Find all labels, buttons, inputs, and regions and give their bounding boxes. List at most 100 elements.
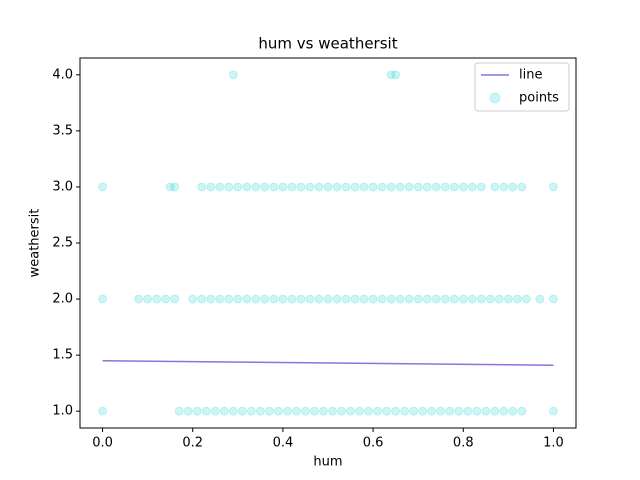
plot-frame	[79, 57, 577, 429]
chart-title: hum vs weathersit	[258, 35, 397, 53]
scatter-point	[422, 294, 432, 304]
scatter-point	[224, 182, 234, 192]
y-tick-label: 1.5	[52, 348, 73, 363]
scatter-point	[467, 294, 477, 304]
scatter-point	[170, 294, 180, 304]
x-axis-label: hum	[313, 455, 342, 470]
scatter-point	[309, 406, 319, 416]
scatter-point	[228, 70, 238, 80]
scatter-point	[215, 182, 225, 192]
y-tick-label: 2.0	[52, 292, 73, 307]
scatter-point	[445, 406, 455, 416]
scatter-point	[165, 182, 175, 192]
scatter-point	[337, 406, 347, 416]
scatter-point	[210, 406, 220, 416]
y-axis-label: weathersit	[28, 209, 43, 278]
scatter-point	[278, 182, 288, 192]
y-tick-label: 3.0	[52, 179, 73, 194]
scatter-point	[548, 406, 558, 416]
scatter-point	[314, 294, 324, 304]
x-tick-label: 0.2	[182, 436, 203, 451]
scatter-point	[476, 294, 486, 304]
scatter-point	[413, 294, 423, 304]
scatter-point	[503, 294, 513, 304]
scatter-point	[548, 182, 558, 192]
scatter-point	[273, 406, 283, 416]
scatter-point	[323, 294, 333, 304]
scatter-point	[427, 406, 437, 416]
scatter-point	[364, 406, 374, 416]
scatter-point	[391, 406, 401, 416]
scatter-point	[174, 406, 184, 416]
scatter-point	[521, 294, 531, 304]
scatter-point	[201, 406, 211, 416]
scatter-point	[237, 406, 247, 416]
scatter-point	[170, 182, 180, 192]
scatter-point	[134, 294, 144, 304]
scatter-point	[517, 406, 527, 416]
scatter-point	[535, 294, 545, 304]
scatter-point	[287, 182, 297, 192]
scatter-point	[296, 182, 306, 192]
scatter-point	[98, 406, 108, 416]
scatter-point	[260, 182, 270, 192]
scatter-point	[332, 294, 342, 304]
scatter-point	[517, 182, 527, 192]
scatter-point	[219, 406, 229, 416]
scatter-point	[395, 294, 405, 304]
scatter-point	[485, 294, 495, 304]
scatter-point	[490, 182, 500, 192]
scatter-point	[318, 406, 328, 416]
scatter-point	[413, 182, 423, 192]
scatter-point	[359, 294, 369, 304]
scatter-point	[233, 182, 243, 192]
x-tick-label: 0.0	[92, 436, 113, 451]
legend-marker	[489, 92, 501, 104]
scatter-point	[143, 294, 153, 304]
scatter-point	[278, 294, 288, 304]
scatter-point	[305, 294, 315, 304]
scatter-point	[255, 406, 265, 416]
scatter-point	[458, 294, 468, 304]
y-tick-label: 1.0	[52, 404, 73, 419]
scatter-point	[98, 294, 108, 304]
scatter-point	[269, 182, 279, 192]
scatter-point	[242, 182, 252, 192]
trend-line	[102, 359, 554, 366]
scatter-point	[300, 406, 310, 416]
scatter-point	[404, 294, 414, 304]
scatter-point	[467, 182, 477, 192]
scatter-point	[508, 182, 518, 192]
scatter-point	[269, 294, 279, 304]
scatter-point	[409, 406, 419, 416]
scatter-point	[508, 406, 518, 416]
scatter-point	[341, 182, 351, 192]
scatter-point	[386, 70, 396, 80]
scatter-point	[161, 294, 171, 304]
scatter-point	[431, 294, 441, 304]
scatter-point	[440, 294, 450, 304]
y-tick-label: 2.5	[52, 236, 73, 251]
scatter-point	[260, 294, 270, 304]
scatter-point	[206, 182, 216, 192]
y-tick-label: 4.0	[52, 67, 73, 82]
scatter-point	[359, 182, 369, 192]
scatter-point	[197, 182, 207, 192]
scatter-point	[346, 406, 356, 416]
scatter-point	[323, 182, 333, 192]
scatter-point	[386, 182, 396, 192]
x-tick-label: 1.0	[543, 436, 564, 451]
scatter-point	[400, 406, 410, 416]
scatter-point	[490, 406, 500, 416]
scatter-point	[391, 70, 401, 80]
scatter-point	[183, 406, 193, 416]
scatter-point	[449, 294, 459, 304]
x-tick-label: 0.6	[363, 436, 384, 451]
scatter-point	[548, 294, 558, 304]
scatter-point	[494, 294, 504, 304]
scatter-point	[242, 294, 252, 304]
scatter-point	[251, 294, 261, 304]
scatter-point	[197, 294, 207, 304]
scatter-point	[341, 294, 351, 304]
